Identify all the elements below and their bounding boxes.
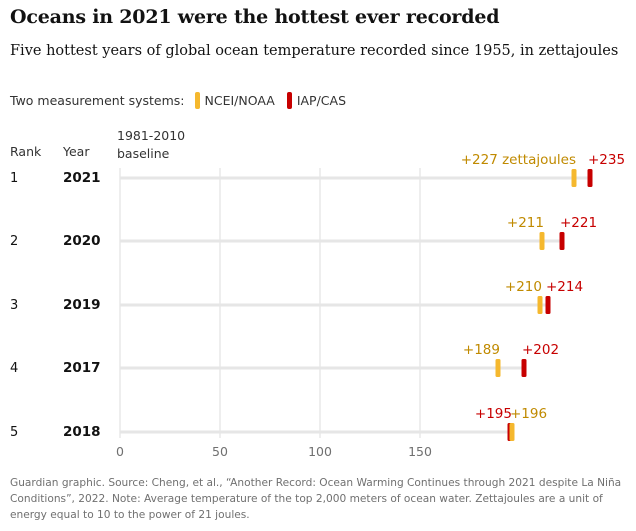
dot-range-chart: Rank Year 1981-2010 baseline 1 2021 +227 z… [10, 128, 625, 459]
x-tick-label: 50 [212, 444, 228, 459]
year-label: 2018 [63, 424, 101, 440]
ncei-mark [539, 232, 545, 250]
iap-value-label: +202 [522, 342, 559, 358]
chart-title: Oceans in 2021 were the hottest ever rec… [10, 6, 500, 28]
ncei-mark [495, 359, 501, 377]
legend-swatch-iap [286, 92, 292, 109]
rank-label: 4 [10, 361, 18, 376]
ncei-value-label: +211 [507, 215, 544, 231]
legend-label: Two measurement systems: [10, 93, 185, 108]
chart-subtitle: Five hottest years of global ocean tempe… [10, 43, 619, 59]
ncei-mark [537, 296, 543, 314]
year-label: 2017 [63, 360, 101, 376]
legend-item-ncei-label: NCEI/NOAA [204, 93, 275, 108]
legend-item-iap-label: IAP/CAS [296, 93, 347, 108]
row-2020: 2 2020 +211 +221 [10, 215, 597, 250]
iap-mark [545, 296, 551, 314]
x-axis: 0 50 100 150 [116, 444, 432, 459]
rank-label: 1 [10, 171, 18, 186]
iap-mark [559, 232, 565, 250]
legend-item-iap: IAP/CAS [286, 92, 347, 109]
legend: Two measurement systems: NCEI/NOAA IAP/C… [10, 92, 358, 109]
iap-value-label: +195 [475, 406, 512, 422]
iap-mark [521, 359, 527, 377]
baseline-label-line2: baseline [117, 146, 170, 161]
x-tick-label: 150 [408, 444, 432, 459]
x-tick-label: 100 [308, 444, 332, 459]
grid [119, 168, 421, 438]
rank-label: 2 [10, 234, 18, 249]
year-label: 2021 [63, 170, 101, 186]
iap-value-label: +235 [588, 152, 625, 168]
row-2019: 3 2019 +210 +214 [10, 279, 583, 314]
iap-mark [587, 169, 593, 187]
row-2021: 1 2021 +227 zettajoules +235 [10, 152, 625, 187]
baseline-label-line1: 1981-2010 [117, 128, 185, 143]
ncei-value-label: +210 [505, 279, 542, 295]
legend-swatch-ncei [194, 92, 200, 109]
iap-value-label: +214 [546, 279, 583, 295]
ncei-value-label: +227 zettajoules [461, 152, 576, 168]
ncei-value-label: +189 [463, 342, 500, 358]
row-2018: 5 2018 +196+195 [10, 406, 547, 441]
iap-value-label: +221 [560, 215, 597, 231]
row-2017: 4 2017 +189 +202 [10, 342, 559, 377]
rank-label: 5 [10, 425, 18, 440]
ncei-mark [509, 423, 515, 441]
source-note: Guardian graphic. Source: Cheng, et al.,… [10, 477, 622, 521]
year-column-header: Year [62, 144, 90, 159]
year-label: 2020 [63, 233, 101, 249]
rank-label: 3 [10, 298, 18, 313]
x-tick-label: 0 [116, 444, 124, 459]
chart-rows: 1 2021 +227 zettajoules +235 2 2020 +211 +221 3 2… [10, 152, 625, 441]
year-label: 2019 [63, 297, 101, 313]
legend-item-ncei: NCEI/NOAA [194, 92, 275, 109]
ncei-mark [571, 169, 577, 187]
rank-column-header: Rank [10, 144, 42, 159]
ncei-value-label: +196 [510, 406, 547, 422]
